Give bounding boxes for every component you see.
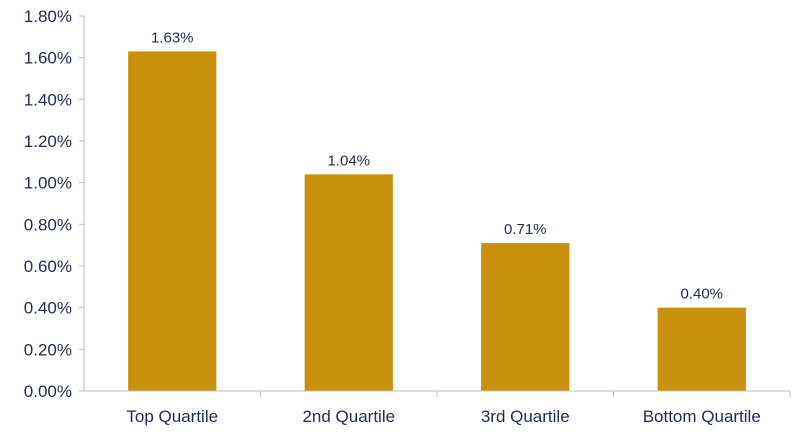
bar-2nd-quartile <box>304 174 393 391</box>
y-tick-label: 1.80% <box>24 7 72 26</box>
data-label: 1.63% <box>151 29 194 46</box>
bar-bottom-quartile <box>657 307 746 391</box>
x-tick-label: 2nd Quartile <box>302 407 395 426</box>
y-tick-label: 1.20% <box>24 132 72 151</box>
y-axis: 0.00% 0.20% 0.40% 0.60% 0.80% 1.00% 1.20% 1.40%… <box>24 7 85 401</box>
y-tick-label: 1.40% <box>24 90 72 109</box>
bar-3rd-quartile <box>481 243 570 391</box>
x-tick-label: Top Quartile <box>126 407 218 426</box>
y-tick-label: 0.60% <box>24 257 72 276</box>
data-label: 0.71% <box>504 221 547 238</box>
data-label: 0.40% <box>680 286 723 303</box>
bar-top-quartile <box>128 51 217 392</box>
x-tick-label: Bottom Quartile <box>643 407 761 426</box>
y-tick-label: 1.00% <box>24 174 72 193</box>
data-label: 1.04% <box>327 152 370 169</box>
y-tick-label: 0.80% <box>24 215 72 234</box>
y-tick-label: 1.60% <box>24 49 72 68</box>
x-axis: Top Quartile 2nd Quartile 3rd Quartile Bott… <box>84 390 791 426</box>
y-tick-label: 0.40% <box>24 299 72 318</box>
x-tick-label: 3rd Quartile <box>481 407 570 426</box>
y-tick-label: 0.00% <box>24 382 72 401</box>
bars-group: 1.63% 1.04% 0.71% 0.40% <box>128 29 746 392</box>
y-tick-label: 0.20% <box>24 340 72 359</box>
